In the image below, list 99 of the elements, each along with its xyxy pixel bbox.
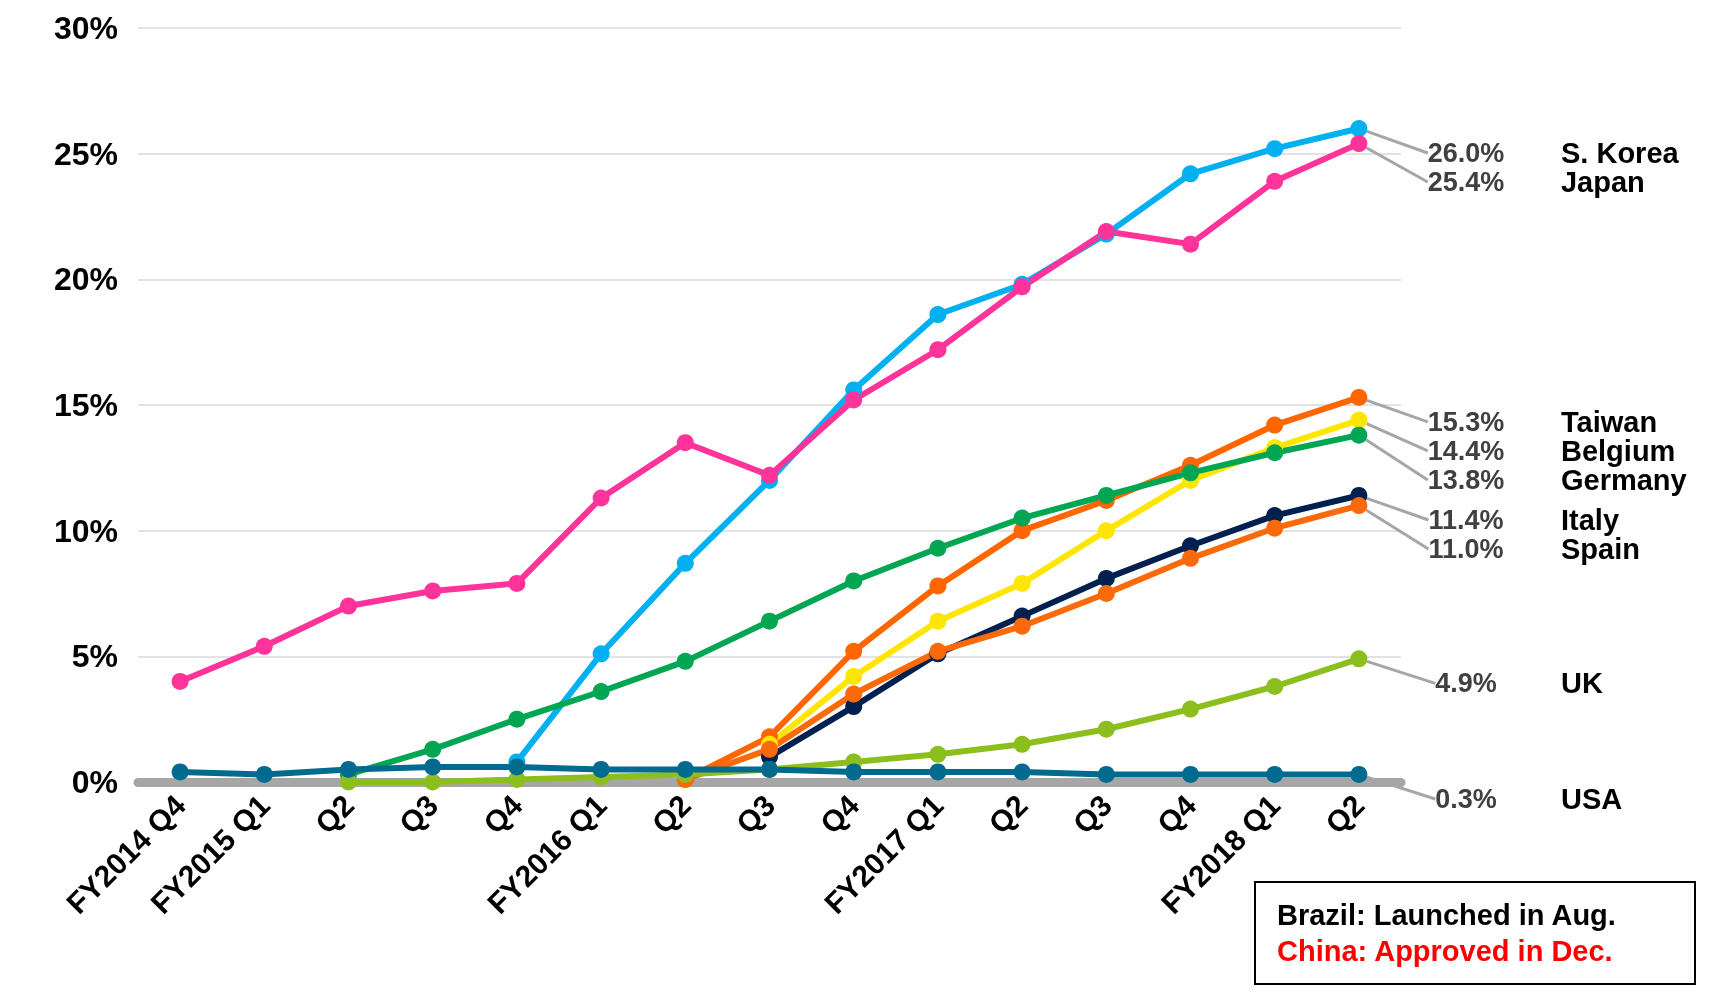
point — [929, 612, 947, 630]
point — [845, 667, 863, 685]
data-label: 13.8% — [1427, 464, 1505, 495]
y-tick-label: 0% — [71, 764, 118, 800]
point — [676, 434, 694, 452]
y-tick-label: 20% — [53, 261, 118, 298]
x-tick-label: Q2 — [645, 788, 697, 840]
point — [1350, 650, 1368, 668]
x-tick-label: Q3 — [1066, 788, 1118, 840]
data-label: 4.9% — [1435, 668, 1497, 699]
point — [929, 306, 947, 324]
point — [424, 773, 442, 791]
point — [592, 760, 610, 778]
point — [1013, 617, 1031, 635]
point — [929, 745, 947, 763]
point — [1097, 569, 1115, 587]
point — [1182, 165, 1199, 183]
point — [424, 758, 442, 776]
point — [1350, 497, 1368, 515]
text: UK — [1561, 667, 1603, 700]
point — [1266, 172, 1284, 190]
point — [1097, 585, 1115, 602]
point — [171, 672, 189, 690]
point — [255, 637, 273, 655]
point — [1266, 519, 1284, 537]
point — [1266, 444, 1284, 462]
point — [1350, 388, 1368, 406]
y-tick-label: 15% — [53, 387, 118, 423]
point — [676, 554, 694, 572]
point — [929, 577, 947, 595]
y-tick-label: 25% — [53, 135, 118, 172]
point — [424, 582, 442, 600]
point — [1266, 416, 1284, 434]
point — [1350, 120, 1368, 138]
point — [676, 760, 694, 778]
text: Brazil: Launched in Aug. — [1277, 898, 1616, 931]
x-tick-label: Q3 — [392, 788, 445, 840]
y-tick-label: 10% — [53, 512, 118, 549]
point — [845, 642, 863, 660]
point — [1350, 426, 1368, 444]
point — [1266, 765, 1284, 783]
point — [1350, 135, 1368, 153]
point — [761, 612, 778, 630]
point — [1182, 464, 1199, 482]
point — [845, 391, 863, 409]
point — [929, 539, 947, 557]
point — [1097, 522, 1115, 540]
x-tick-label: Q3 — [729, 788, 782, 840]
point — [845, 685, 863, 703]
point — [508, 574, 526, 592]
data-label: 11.0% — [1428, 533, 1504, 564]
point — [508, 758, 526, 776]
point — [1013, 509, 1031, 527]
x-tick-label: Q2 — [308, 788, 361, 840]
point — [1350, 765, 1368, 783]
point — [845, 572, 863, 590]
point — [1182, 765, 1199, 783]
point — [1013, 763, 1031, 781]
point — [761, 466, 778, 484]
point — [1266, 678, 1284, 695]
point — [255, 765, 273, 783]
data-label: 25.4% — [1427, 167, 1505, 198]
point — [424, 740, 442, 758]
x-tick-label: Q4 — [1150, 788, 1203, 840]
point — [1182, 700, 1199, 718]
data-label: 14.4% — [1427, 435, 1505, 466]
point — [761, 740, 778, 758]
point — [171, 763, 189, 781]
point — [1013, 574, 1031, 592]
point — [1097, 486, 1115, 504]
point — [592, 683, 610, 701]
point — [1097, 720, 1115, 738]
data-label: 0.3% — [1435, 783, 1497, 814]
text: USA — [1561, 782, 1623, 815]
point — [1097, 765, 1115, 783]
data-label: 11.4% — [1428, 504, 1504, 535]
point — [508, 710, 526, 728]
data-label: 15.3% — [1427, 406, 1505, 437]
point — [340, 760, 357, 778]
point — [1182, 549, 1199, 567]
x-tick-label: Q4 — [476, 788, 529, 840]
text: Italy — [1561, 503, 1620, 536]
point — [340, 597, 357, 615]
point — [1350, 411, 1368, 429]
text: China: Approved in Dec. — [1277, 934, 1613, 967]
data-label: 26.0% — [1427, 138, 1505, 169]
point — [676, 652, 694, 670]
point — [592, 489, 610, 507]
x-tick-label: Q2 — [982, 788, 1034, 840]
x-tick-label: Q2 — [1318, 788, 1371, 840]
point — [845, 763, 863, 781]
point — [1266, 140, 1284, 158]
point — [592, 645, 610, 663]
point — [929, 763, 947, 781]
point — [1182, 235, 1199, 253]
point — [1013, 735, 1031, 753]
y-tick-label: 30% — [53, 10, 118, 46]
point — [929, 341, 947, 359]
y-tick-label: 5% — [71, 638, 118, 675]
